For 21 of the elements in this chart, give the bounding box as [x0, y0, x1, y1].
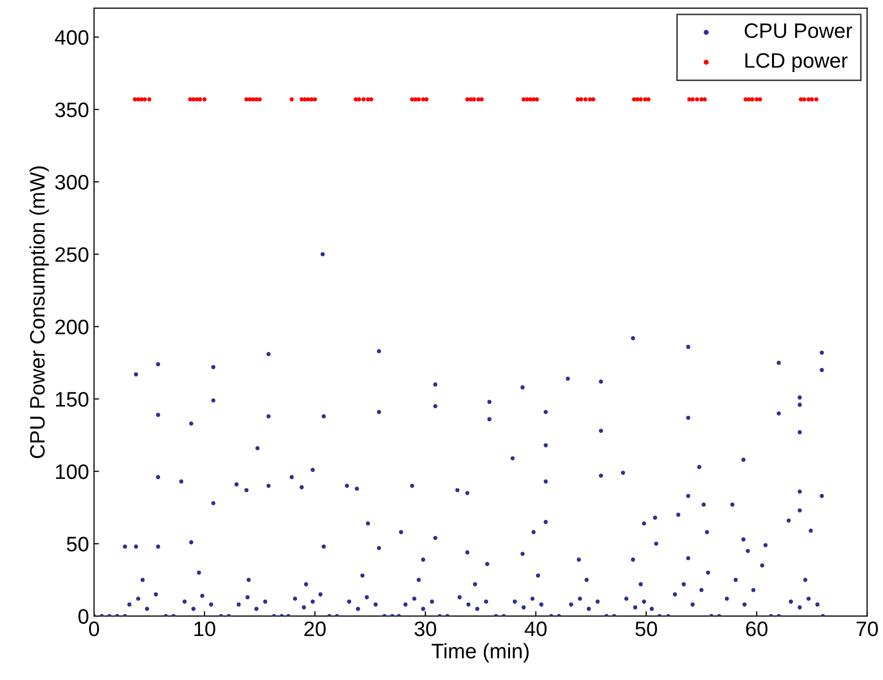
y-tick-label: 50: [66, 536, 88, 552]
x-tick-label: 0: [89, 621, 100, 636]
y-tick-label: 200: [55, 320, 88, 334]
x-tick-label: 40: [524, 621, 547, 636]
y-tick-label: 350: [55, 102, 88, 118]
y-tick-label: 250: [55, 247, 88, 262]
x-tick-label: 10: [194, 621, 216, 636]
legend-label: CPU Power: [744, 23, 852, 38]
y-tick-label: 100: [56, 464, 88, 480]
x-axis-title: Time (min): [432, 643, 529, 663]
y-axis-title: CPU Power Consumption (mW): [29, 166, 49, 458]
x-tick-label: 30: [414, 621, 436, 636]
y-tick-label: 300: [55, 174, 88, 190]
x-tick-label: 50: [635, 621, 658, 636]
y-tick-label: 150: [56, 392, 88, 407]
legend-label: LCD power: [745, 53, 848, 72]
x-tick-label: 70: [856, 621, 878, 636]
x-tick-label: 60: [746, 621, 768, 636]
y-tick-label: 0: [78, 609, 88, 624]
x-tick-label: 20: [304, 621, 326, 636]
y-tick-label: 400: [54, 30, 88, 45]
